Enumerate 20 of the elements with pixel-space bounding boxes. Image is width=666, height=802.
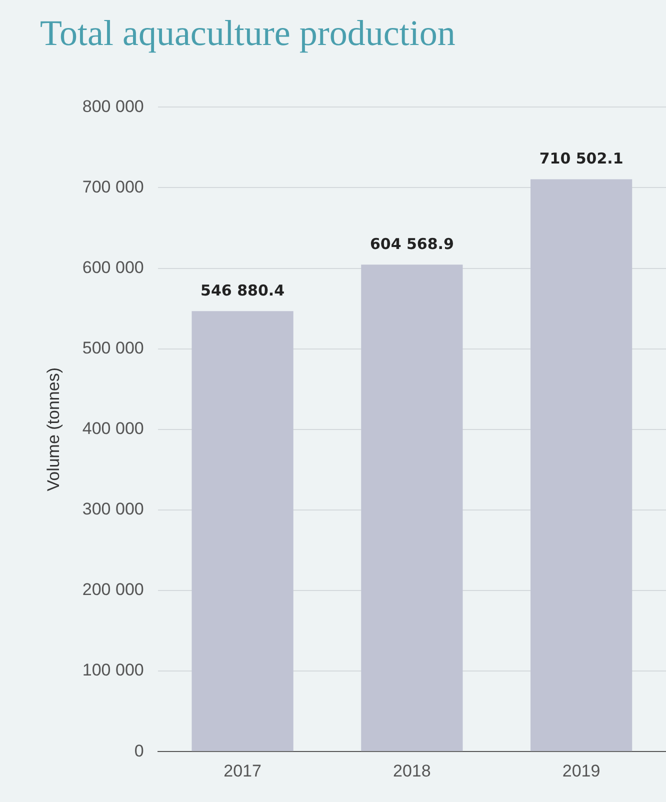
chart-title: Total aquaculture production (40, 13, 456, 54)
y-tick-label: 600 000 (82, 258, 144, 277)
y-tick-label: 200 000 (82, 580, 144, 600)
y-axis-title: Volume (tonnes) (44, 368, 63, 492)
bar (192, 311, 294, 752)
bar (361, 264, 463, 752)
x-tick-label: 2018 (393, 761, 431, 780)
y-tick-label: 700 000 (82, 177, 144, 196)
y-tick-label: 500 000 (82, 338, 144, 358)
y-tick-label: 0 (134, 741, 144, 760)
x-tick-label: 2017 (224, 761, 262, 780)
x-tick-label: 2019 (562, 761, 600, 780)
data-label: 604 568.9 (370, 235, 454, 254)
y-tick-label: 800 000 (82, 96, 144, 116)
data-label: 710 502.1 (539, 150, 624, 168)
bar (530, 179, 632, 752)
data-label: 546 880.4 (200, 281, 285, 300)
y-tick-label: 300 000 (82, 500, 144, 519)
y-tick-label: 400 000 (82, 419, 144, 438)
y-tick-label: 100 000 (82, 660, 144, 680)
